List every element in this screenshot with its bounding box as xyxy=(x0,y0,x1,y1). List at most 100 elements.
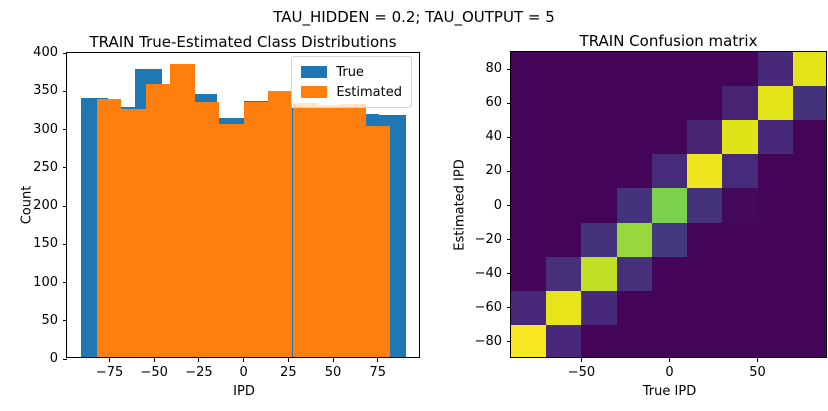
heatmap-cell xyxy=(757,52,794,87)
heatmap-cell xyxy=(722,120,759,156)
heatmap-cell xyxy=(616,290,653,326)
y-tick-label: 60 xyxy=(485,95,502,111)
x-tick-mark xyxy=(287,358,289,362)
heatmap-cell xyxy=(511,120,547,156)
heatmap-cell xyxy=(581,188,618,224)
heatmap-cell xyxy=(651,290,688,326)
x-tick-mark xyxy=(377,358,379,362)
x-tick-label: 0 xyxy=(665,365,674,380)
heatmap-cell xyxy=(687,222,724,258)
heatmap-cell xyxy=(581,154,618,190)
heatmap-cell xyxy=(757,290,794,326)
heatmap-cell xyxy=(722,290,759,326)
y-tick-label: −80 xyxy=(474,333,502,349)
heatmap-cell xyxy=(581,290,618,326)
heatmap-cell xyxy=(687,120,724,156)
histogram-bar-estimated xyxy=(268,90,293,357)
heatmap-cell xyxy=(616,324,653,357)
legend-item-estimated: Estimated xyxy=(301,82,402,102)
x-tick-label: −50 xyxy=(140,365,168,380)
right-chart-title: TRAIN Confusion matrix xyxy=(579,32,758,50)
heatmap-cell xyxy=(722,256,759,292)
confusion-matrix-cells xyxy=(511,52,826,357)
y-tick-label: 100 xyxy=(33,274,58,290)
heatmap-cell xyxy=(511,290,547,326)
y-tick-label: −60 xyxy=(474,299,502,315)
y-tick-mark xyxy=(63,282,67,283)
heatmap-cell xyxy=(722,52,759,87)
x-tick-label: 50 xyxy=(749,365,766,380)
x-tick-mark xyxy=(580,358,582,362)
x-tick-label: −25 xyxy=(185,365,213,380)
legend-label-estimated: Estimated xyxy=(336,84,402,100)
heatmap-cell xyxy=(792,324,826,357)
histogram-bar-estimated xyxy=(121,109,146,357)
figure-suptitle: TAU_HIDDEN = 0.2; TAU_OUTPUT = 5 xyxy=(273,8,555,26)
heatmap-cell xyxy=(757,120,794,156)
x-tick-mark xyxy=(669,358,670,362)
heatmap-cell xyxy=(651,86,688,122)
heatmap-cell xyxy=(722,188,759,224)
heatmap-cell xyxy=(616,188,653,224)
y-tick-mark xyxy=(63,167,67,169)
x-tick-label: −75 xyxy=(95,365,124,380)
histogram-bar-estimated xyxy=(365,125,391,357)
heatmap-cell xyxy=(546,324,583,357)
y-tick-mark xyxy=(507,136,511,138)
histogram-bar-estimated xyxy=(97,99,122,357)
heatmap-cell xyxy=(687,154,724,190)
y-tick-label: 50 xyxy=(41,312,58,328)
heatmap-cell xyxy=(581,222,618,258)
heatmap-cell xyxy=(616,222,653,258)
heatmap-cell xyxy=(616,86,653,122)
heatmap-cell xyxy=(651,154,688,190)
heatmap-cell xyxy=(792,290,826,326)
heatmap-cell xyxy=(546,222,583,258)
heatmap-cell xyxy=(687,290,724,326)
heatmap-cell xyxy=(687,324,724,357)
heatmap-cell xyxy=(511,86,547,122)
y-tick-label: −40 xyxy=(474,265,502,281)
heatmap-cell xyxy=(546,52,583,87)
x-tick-label: 0 xyxy=(239,365,248,380)
y-tick-mark xyxy=(507,273,511,275)
true-series-swatch xyxy=(301,66,328,78)
heatmap-cell xyxy=(546,86,583,122)
y-tick-mark xyxy=(507,239,511,241)
confusion-matrix-plot-area: True IPD Estimated IPD −50 0 50 80 60 40 20 0 −2… xyxy=(453,51,827,399)
heatmap-cell xyxy=(651,52,688,87)
histogram-bar-estimated xyxy=(170,64,195,357)
heatmap-cell xyxy=(687,188,724,224)
histogram-plot-area: True Estimated IPD Count −75 −50 −25 0 25 50 7… xyxy=(20,45,420,399)
x-tick-label: 50 xyxy=(324,365,342,380)
y-tick-label: 300 xyxy=(33,121,58,137)
estimated-series-swatch xyxy=(301,86,328,98)
heatmap-cell xyxy=(581,256,618,292)
heatmap-cell xyxy=(722,154,759,190)
y-tick-label: −20 xyxy=(474,231,502,247)
y-tick-label: 400 xyxy=(33,45,58,60)
histogram-bar-estimated xyxy=(292,103,317,357)
heatmap-cell xyxy=(511,222,547,258)
y-tick-mark xyxy=(63,243,67,245)
y-tick-mark xyxy=(507,170,511,172)
x-tick-mark xyxy=(757,358,759,362)
x-tick-mark xyxy=(243,358,245,362)
y-tick-label: 0 xyxy=(493,197,502,213)
y-tick-mark xyxy=(507,205,511,206)
x-tick-label: −50 xyxy=(567,365,596,380)
heatmap-cell xyxy=(616,52,653,87)
heatmap-cell xyxy=(792,52,826,87)
heatmap-cell xyxy=(511,52,547,87)
heatmap-cell xyxy=(581,120,618,156)
y-tick-mark xyxy=(507,307,511,309)
heatmap-cell xyxy=(687,256,724,292)
heatmap-cell xyxy=(546,188,583,224)
heatmap-cell xyxy=(687,86,724,122)
heatmap-cell xyxy=(722,222,759,258)
x-tick-label: 25 xyxy=(280,365,297,380)
y-tick-label: 150 xyxy=(33,236,58,252)
histogram-bar-estimated xyxy=(341,103,366,357)
heatmap-cell xyxy=(651,222,688,258)
